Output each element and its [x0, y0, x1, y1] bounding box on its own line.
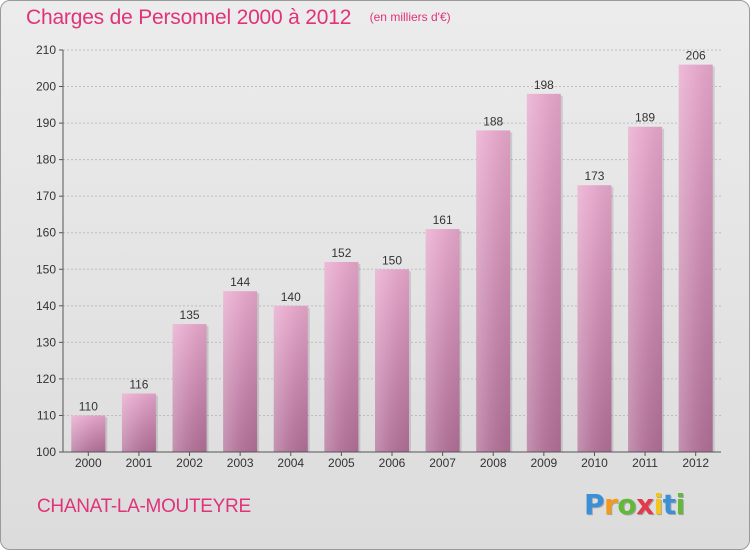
- data-label: 144: [230, 275, 250, 289]
- chart-subtitle: (en milliers d'€): [369, 10, 451, 24]
- y-tick-label: 180: [36, 153, 56, 167]
- x-tick-label: 2009: [530, 456, 557, 470]
- logo-letter: x: [636, 488, 654, 521]
- y-tick-label: 200: [36, 80, 56, 94]
- x-tick-label: 2004: [277, 456, 304, 470]
- data-label: 198: [534, 78, 554, 92]
- logo-letter: t: [662, 488, 676, 521]
- commune-name: CHANAT-LA-MOUTEYRE: [37, 496, 251, 517]
- bar-shine: [526, 93, 561, 452]
- bar-shine: [628, 126, 663, 452]
- y-tick-label: 170: [36, 189, 56, 203]
- bar-shine: [71, 415, 106, 452]
- data-label: 161: [433, 213, 453, 227]
- x-tick-label: 2000: [75, 456, 102, 470]
- title-block: Charges de Personnel 2000 à 2012 (en mil…: [26, 6, 451, 30]
- bar-shine: [577, 185, 612, 452]
- y-tick-label: 100: [36, 445, 56, 459]
- bar-shine: [678, 64, 713, 453]
- logo-letter: i: [675, 488, 686, 521]
- y-tick-label: 140: [36, 299, 56, 313]
- x-tick-label: 2005: [328, 456, 355, 470]
- data-label: 206: [686, 49, 706, 63]
- x-tick-label: 2001: [126, 456, 153, 470]
- x-tick-label: 2010: [581, 456, 608, 470]
- bar-shine: [172, 324, 207, 452]
- data-label: 135: [180, 308, 200, 322]
- y-tick-label: 130: [36, 335, 56, 349]
- y-tick-label: 150: [36, 262, 56, 276]
- x-tick-label: 2003: [227, 456, 254, 470]
- data-label: 140: [281, 290, 301, 304]
- logo-letter: P: [584, 488, 605, 521]
- data-label: 188: [483, 114, 503, 128]
- x-tick-label: 2002: [176, 456, 203, 470]
- data-label: 152: [331, 246, 351, 260]
- x-tick-label: 2012: [682, 456, 709, 470]
- x-tick-label: 2008: [480, 456, 507, 470]
- y-tick-label: 160: [36, 226, 56, 240]
- logo-letter: r: [604, 488, 618, 521]
- bar-shine: [324, 261, 359, 452]
- bar-shine: [273, 305, 308, 452]
- data-label: 116: [129, 378, 148, 392]
- x-tick-label: 2006: [379, 456, 406, 470]
- bar-shine: [223, 291, 258, 452]
- chart-title: Charges de Personnel 2000 à 2012: [26, 6, 352, 29]
- bar-shine: [425, 229, 460, 452]
- data-label: 173: [584, 169, 604, 183]
- x-tick-label: 2007: [429, 456, 456, 470]
- data-label: 110: [79, 399, 98, 413]
- data-label: 189: [635, 111, 655, 125]
- y-tick-label: 190: [36, 116, 56, 130]
- data-label: 150: [382, 253, 402, 267]
- logo-letter: i: [653, 488, 664, 521]
- bar-shine: [121, 393, 156, 452]
- logo-letter: o: [617, 488, 637, 521]
- bar-shine: [375, 269, 409, 452]
- y-tick-label: 110: [37, 408, 56, 422]
- proxiti-logo: Proxiti: [584, 488, 685, 521]
- y-tick-label: 120: [36, 372, 56, 386]
- x-tick-label: 2011: [632, 456, 658, 470]
- bar-shine: [476, 130, 511, 452]
- y-tick-label: 210: [36, 43, 56, 57]
